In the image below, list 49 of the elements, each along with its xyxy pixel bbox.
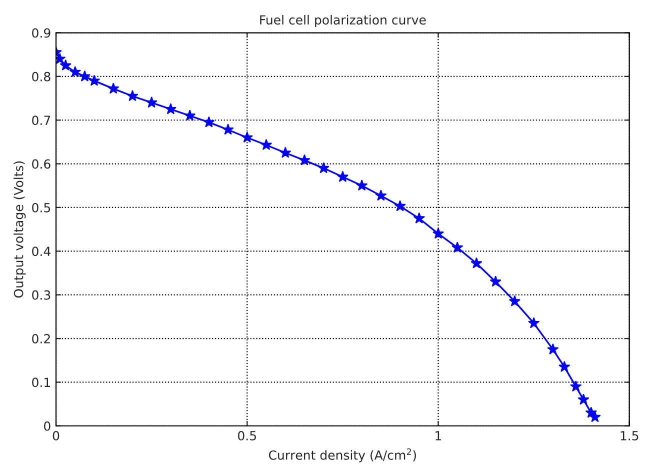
point bbox=[490, 276, 502, 287]
y-axis-title: Output voltage (Volts) bbox=[14, 161, 26, 298]
point bbox=[241, 132, 253, 143]
point bbox=[578, 394, 590, 405]
x-axis-title: Current density (A/cm$^{2}$) bbox=[268, 448, 416, 462]
y-tick-label: 0 bbox=[44, 421, 50, 431]
point bbox=[394, 200, 406, 212]
x-tick-label: 1 bbox=[436, 431, 442, 440]
point bbox=[298, 154, 310, 166]
point bbox=[570, 380, 582, 392]
chart-title: Fuel cell polarization curve bbox=[260, 14, 426, 28]
point bbox=[69, 66, 81, 78]
y-tick-label: 0.2 bbox=[32, 334, 50, 344]
y-tick-label: 0.4 bbox=[32, 246, 50, 256]
y-tick-label: 0.9 bbox=[32, 28, 50, 38]
point bbox=[280, 146, 292, 158]
point bbox=[336, 170, 348, 182]
x-tick-label: 0.5 bbox=[238, 430, 256, 440]
point bbox=[260, 138, 272, 150]
point bbox=[375, 190, 387, 201]
point bbox=[60, 59, 72, 71]
x-tick-label: 0 bbox=[52, 430, 60, 440]
point bbox=[589, 411, 601, 422]
point bbox=[184, 110, 196, 121]
y-tick-label: 0.5 bbox=[32, 202, 50, 212]
point bbox=[88, 74, 100, 86]
point bbox=[547, 343, 559, 354]
y-tick-label: 0.6 bbox=[32, 159, 50, 169]
point bbox=[508, 295, 520, 306]
point bbox=[356, 180, 368, 191]
point bbox=[146, 96, 158, 108]
point bbox=[432, 228, 444, 239]
y-tick-label: 0.8 bbox=[32, 72, 50, 82]
point bbox=[413, 212, 425, 224]
point bbox=[164, 103, 176, 114]
point bbox=[452, 242, 464, 253]
point bbox=[528, 317, 540, 328]
point bbox=[222, 124, 234, 135]
y-tick-label: 0.7 bbox=[32, 116, 50, 126]
point bbox=[203, 116, 215, 128]
point bbox=[318, 162, 330, 174]
point bbox=[126, 90, 138, 102]
y-tick-label: 0.1 bbox=[32, 378, 50, 388]
point bbox=[470, 257, 482, 268]
point bbox=[558, 360, 570, 372]
point bbox=[108, 82, 120, 94]
y-tick-label: 0.3 bbox=[32, 290, 50, 300]
point bbox=[78, 70, 90, 82]
x-tick-label: 1.5 bbox=[620, 431, 638, 440]
